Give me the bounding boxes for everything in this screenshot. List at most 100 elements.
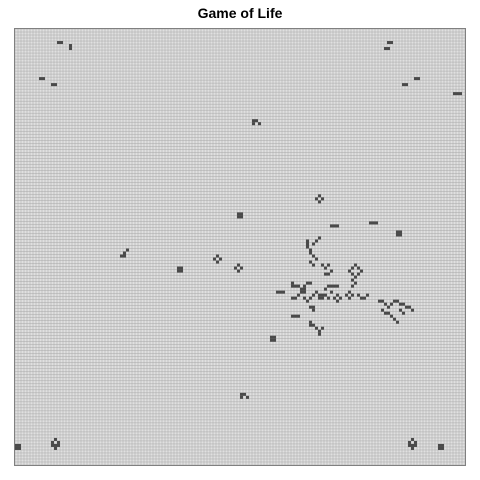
live-cell[interactable] — [336, 284, 339, 288]
live-cell[interactable] — [291, 284, 294, 288]
live-cell[interactable] — [408, 305, 411, 309]
live-cell[interactable] — [327, 296, 330, 300]
live-cell[interactable] — [303, 287, 306, 291]
live-cell[interactable] — [375, 221, 378, 225]
live-cell[interactable] — [456, 92, 459, 96]
live-cell[interactable] — [309, 323, 312, 327]
live-cell[interactable] — [306, 281, 309, 285]
live-cell[interactable] — [312, 254, 315, 258]
live-cell[interactable] — [51, 83, 54, 87]
live-cell[interactable] — [39, 77, 42, 81]
live-cell[interactable] — [303, 296, 306, 300]
live-cell[interactable] — [414, 77, 417, 81]
live-cell[interactable] — [57, 41, 60, 45]
live-cell[interactable] — [309, 260, 312, 264]
live-cell[interactable] — [318, 296, 321, 300]
live-cell[interactable] — [387, 47, 390, 51]
live-cell[interactable] — [348, 290, 351, 294]
live-cell[interactable] — [396, 299, 399, 303]
live-cell[interactable] — [327, 263, 330, 267]
live-cell[interactable] — [315, 290, 318, 294]
live-cell[interactable] — [411, 437, 414, 441]
live-cell[interactable] — [315, 326, 318, 330]
live-cell[interactable] — [351, 293, 354, 297]
live-cell[interactable] — [309, 296, 312, 300]
live-cell[interactable] — [354, 275, 357, 279]
live-cell[interactable] — [336, 224, 339, 228]
live-cell[interactable] — [318, 194, 321, 198]
live-cell[interactable] — [177, 266, 180, 270]
live-cell[interactable] — [318, 332, 321, 336]
live-cell[interactable] — [177, 269, 180, 273]
live-cell[interactable] — [315, 239, 318, 243]
live-cell[interactable] — [363, 296, 366, 300]
live-cell[interactable] — [369, 221, 372, 225]
live-cell[interactable] — [333, 284, 336, 288]
live-cell[interactable] — [336, 293, 339, 297]
live-cell[interactable] — [57, 443, 60, 447]
live-cell[interactable] — [51, 440, 54, 444]
live-cell[interactable] — [396, 233, 399, 237]
live-cell[interactable] — [294, 296, 297, 300]
live-cell[interactable] — [384, 302, 387, 306]
live-cell[interactable] — [408, 440, 411, 444]
live-cell[interactable] — [252, 119, 255, 123]
live-cell[interactable] — [69, 47, 72, 51]
live-cell[interactable] — [333, 224, 336, 228]
live-cell[interactable] — [312, 323, 315, 327]
live-cell[interactable] — [306, 242, 309, 246]
live-cell[interactable] — [180, 269, 183, 273]
live-cell[interactable] — [306, 299, 309, 303]
live-cell[interactable] — [327, 284, 330, 288]
live-cell[interactable] — [324, 287, 327, 291]
live-cell[interactable] — [312, 242, 315, 246]
live-cell[interactable] — [351, 266, 354, 270]
live-cell[interactable] — [399, 302, 402, 306]
live-cell[interactable] — [336, 299, 339, 303]
live-cell[interactable] — [402, 83, 405, 87]
live-cell[interactable] — [51, 443, 54, 447]
live-cell[interactable] — [303, 290, 306, 294]
live-cell[interactable] — [399, 233, 402, 237]
live-cells[interactable] — [15, 41, 462, 450]
live-cell[interactable] — [351, 272, 354, 276]
live-cell[interactable] — [315, 197, 318, 201]
live-cell[interactable] — [357, 293, 360, 297]
live-cell[interactable] — [384, 47, 387, 51]
live-cell[interactable] — [258, 122, 261, 126]
live-cell[interactable] — [234, 266, 237, 270]
live-cell[interactable] — [282, 290, 285, 294]
live-cell[interactable] — [318, 236, 321, 240]
live-cell[interactable] — [333, 296, 336, 300]
live-cell[interactable] — [60, 41, 63, 45]
live-cell[interactable] — [366, 293, 369, 297]
live-cell[interactable] — [300, 290, 303, 294]
live-cell[interactable] — [459, 92, 462, 96]
live-cell[interactable] — [219, 257, 222, 261]
live-cell[interactable] — [399, 230, 402, 234]
live-cell[interactable] — [126, 248, 129, 252]
live-cell[interactable] — [297, 284, 300, 288]
live-cell[interactable] — [294, 284, 297, 288]
live-cell[interactable] — [384, 311, 387, 315]
live-cell[interactable] — [123, 254, 126, 258]
live-cell[interactable] — [318, 293, 321, 297]
live-cell[interactable] — [411, 443, 414, 447]
live-cell[interactable] — [438, 443, 441, 447]
live-cell[interactable] — [417, 77, 420, 81]
live-cell[interactable] — [441, 446, 444, 450]
live-cell[interactable] — [312, 305, 315, 309]
live-cell[interactable] — [270, 335, 273, 339]
live-cell[interactable] — [309, 251, 312, 255]
live-cell[interactable] — [309, 248, 312, 252]
live-cell[interactable] — [237, 269, 240, 273]
live-cell[interactable] — [54, 443, 57, 447]
live-cell[interactable] — [348, 296, 351, 300]
live-cell[interactable] — [291, 314, 294, 318]
live-cell[interactable] — [381, 308, 384, 312]
live-cell[interactable] — [441, 443, 444, 447]
live-cell[interactable] — [405, 305, 408, 309]
live-cell[interactable] — [54, 437, 57, 441]
live-cell[interactable] — [360, 296, 363, 300]
live-cell[interactable] — [354, 281, 357, 285]
